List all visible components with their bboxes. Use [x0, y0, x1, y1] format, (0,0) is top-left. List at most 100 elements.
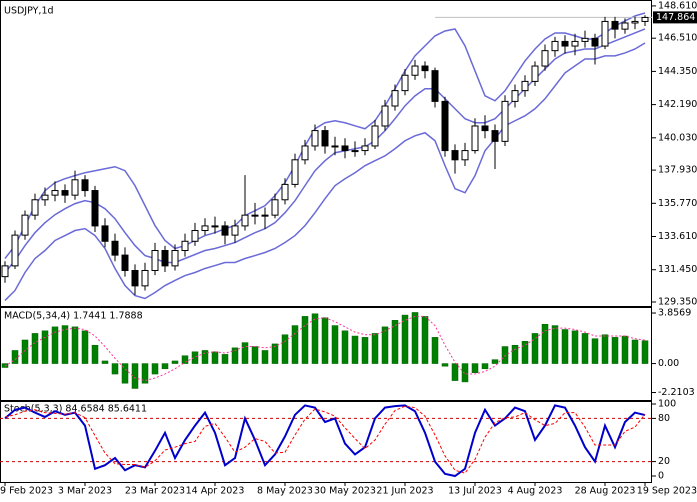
macd-bar	[71, 326, 79, 364]
macd-bar	[271, 343, 279, 364]
candle-body	[341, 145, 349, 152]
stoch-panel	[0, 401, 652, 483]
candle-body	[371, 125, 379, 147]
macd-bar	[471, 363, 479, 373]
stoch-line	[4, 404, 646, 478]
bollinger-band	[4, 12, 646, 259]
macd-bar	[281, 334, 289, 364]
macd-signal	[4, 315, 646, 382]
x-tick-label: 14 Apr 2023	[186, 486, 245, 497]
price-label: 147.864	[656, 12, 695, 23]
candle-body	[471, 125, 479, 152]
macd-bar	[461, 363, 469, 383]
macd-bar	[171, 360, 179, 364]
candle-body	[631, 20, 639, 24]
macd-bar	[501, 346, 509, 364]
macd-bar	[11, 350, 19, 364]
macd-bar	[591, 338, 599, 364]
macd-bar	[571, 330, 579, 364]
candle-body	[291, 159, 299, 185]
macd-bar	[631, 339, 639, 364]
candle-body	[551, 40, 559, 52]
candle-body	[71, 179, 79, 196]
macd-bar	[261, 350, 269, 364]
candle-body	[571, 40, 579, 47]
macd-bar	[141, 363, 149, 384]
candle-body	[331, 145, 339, 148]
candle-body	[51, 190, 59, 196]
candle-body	[211, 225, 219, 228]
macd-bar	[291, 325, 299, 364]
candle-body	[231, 225, 239, 236]
candle-body	[271, 199, 279, 216]
y-tick-label: 129.350	[658, 297, 697, 308]
candle-body	[21, 214, 29, 236]
macd-bar	[611, 337, 619, 364]
macd-bar	[391, 320, 399, 364]
candle-body	[101, 225, 109, 242]
macd-bar	[551, 325, 559, 364]
candle-body	[611, 20, 619, 30]
macd-bar	[541, 324, 549, 364]
candle-body	[441, 100, 449, 152]
macd-bar	[251, 346, 259, 364]
candle-body	[151, 250, 159, 271]
macd-bar	[181, 355, 189, 364]
main-panel	[0, 0, 652, 307]
macd-bar	[31, 333, 39, 364]
macd-bar	[431, 337, 439, 364]
candle-body	[281, 183, 289, 201]
candle-body	[11, 234, 19, 267]
price-label-bg	[653, 11, 697, 24]
candle-body	[241, 214, 249, 227]
candle-body	[501, 100, 509, 142]
macd-bar	[211, 351, 219, 364]
macd-bar	[121, 363, 129, 384]
macd-bar	[351, 335, 359, 364]
y-tick-label: 100	[658, 399, 676, 410]
macd-bar	[401, 314, 409, 364]
candle-body	[301, 145, 309, 161]
y-tick-label: -2.2103	[658, 387, 695, 398]
candle-body	[481, 125, 489, 132]
y-tick-label: 20	[658, 456, 670, 467]
candle-body	[401, 74, 409, 92]
candle-body	[321, 130, 329, 147]
stoch-title: Stoch(5,3,3) 84.6584 85.6411	[4, 404, 147, 415]
candle-body	[111, 240, 119, 256]
macd-bar	[111, 363, 119, 375]
candle-body	[171, 250, 179, 267]
macd-bar	[231, 347, 239, 364]
chart-title: USDJPY,1d	[4, 6, 54, 17]
candle-body	[491, 130, 499, 142]
macd-bar	[301, 316, 309, 364]
candle-body	[121, 254, 129, 271]
x-tick-label: 9 Feb 2023	[0, 486, 53, 497]
candle-body	[601, 20, 609, 47]
macd-panel	[0, 307, 652, 401]
y-tick-label: 80	[658, 413, 670, 424]
candle-body	[361, 145, 369, 152]
macd-bar	[341, 330, 349, 364]
macd-bar	[331, 325, 339, 364]
macd-bar	[581, 333, 589, 364]
y-tick-label: 3.8569	[658, 308, 691, 319]
macd-bar	[511, 344, 519, 364]
candle-body	[161, 250, 169, 267]
candle-body	[261, 214, 269, 217]
macd-bar	[61, 325, 69, 364]
candle-body	[561, 40, 569, 47]
macd-bar	[561, 329, 569, 364]
candle-body	[1, 265, 9, 278]
x-tick-label: 3 Mar 2023	[58, 486, 112, 497]
stoch-line	[4, 405, 646, 474]
macd-bar	[481, 363, 489, 370]
macd-bar	[641, 340, 649, 364]
x-tick-label: 13 Jul 2023	[448, 486, 502, 497]
macd-bar	[311, 313, 319, 364]
candle-body	[31, 199, 39, 216]
candle-body	[81, 179, 89, 192]
y-tick-label: 142.190	[658, 99, 697, 110]
macd-bar	[241, 342, 249, 364]
x-tick-label: 4 Aug 2023	[508, 486, 563, 497]
